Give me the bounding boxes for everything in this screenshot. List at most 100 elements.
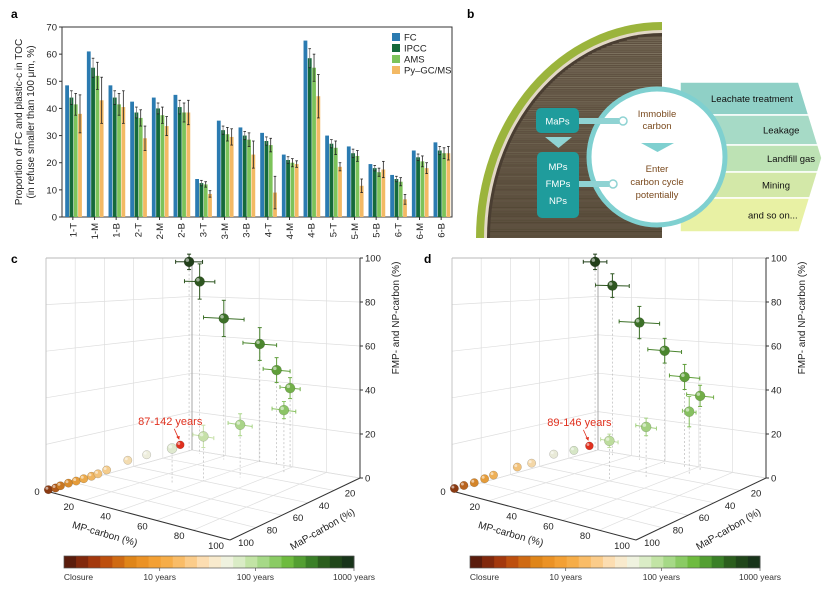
map-tick-label: 80 [267,526,278,537]
bar-pygcms-5-M [359,185,364,217]
data-point [549,449,559,459]
bar-ipcc-4-B [307,58,312,217]
grid-line [451,334,599,352]
data-point [683,406,695,417]
legend-label: Py–GC/MS [404,66,452,77]
bar-ams-3-M [225,134,230,217]
panel-label-a: a [11,7,18,21]
x-tick-label: 3-B [242,223,253,238]
z-tick-label: 100 [771,254,787,265]
grid-line [191,296,361,303]
colorbar-segment [542,556,555,568]
data-point [694,390,706,402]
x-tick-label: 1-M [90,223,101,239]
point-highlight [57,482,61,486]
bar-ams-6-T [398,181,403,217]
bar-ipcc-1-M [91,67,95,217]
mp-tick-label: 20 [64,502,75,513]
data-point [284,382,296,394]
colorbar-label: 10 years [549,572,582,582]
colorbar-segment [590,556,604,568]
z-tick-label: 0 [365,474,370,485]
point-highlight [586,443,590,446]
highlighted-data-point [585,441,594,451]
colorbar-segment [64,556,77,568]
colorbar-segment [699,556,713,568]
grid-line [510,474,689,516]
point-highlight [451,485,455,489]
bar-ams-2-T [138,117,143,217]
bar-fc-5-M [346,146,351,217]
colorbar-segment [172,556,186,568]
enter-label-3: potentially [636,190,679,201]
point-highlight [280,406,284,411]
grid-line [45,372,193,399]
y-tick-label: 20 [46,158,57,169]
x-tick-label: 4-B [307,223,318,238]
colorbar-segment [554,556,568,568]
bar-pygcms-3-M [229,136,234,217]
mp-tick-label: 100 [614,541,630,552]
data-point [254,338,266,350]
bar-fc-6-B [433,142,438,217]
grid-line [488,455,632,502]
point-highlight [591,258,596,262]
mp-axis-label: MP-carbon (%) [477,520,545,549]
bar-ams-2-M [160,115,165,217]
grid-line [568,457,741,491]
point-highlight [460,482,464,486]
z-axis-label: FMP- and NP-carbon (%) [391,262,402,375]
legend-label: FC [404,33,417,44]
bar-ipcc-3-M [221,130,225,217]
colorbar-segment [627,556,640,568]
mp-tick-label: 60 [137,521,148,532]
x-tick-label: 4-M [285,223,296,239]
grid-line [45,296,193,305]
z-tick-label: 20 [365,430,376,441]
diagram-b: Leachate treatment Leakage Landfill gas Min… [476,22,823,238]
bar-fc-3-M [216,120,221,217]
colorbar-frame [63,555,355,569]
annotation-label: 89-146 years [547,417,612,429]
pathway-label: Mining [762,181,790,192]
grid-line [562,466,699,521]
mps-connector [579,181,609,187]
bar-ams-5-B [377,172,381,217]
x-tick-label: 6-M [415,223,426,239]
bar-ipcc-6-B [437,150,442,217]
colorbar-label: 100 years [643,572,680,582]
point-highlight [490,472,494,476]
mps-label: MPs [549,162,568,173]
bar-pygcms-3-B [251,154,256,217]
pathway-label: and so on... [748,211,798,222]
bar-pygcms-2-T [143,138,147,217]
point-highlight [642,423,647,427]
data-point [527,458,537,468]
data-point [679,371,690,383]
bar-ams-6-M [420,161,425,217]
mp-tick-label: 80 [580,531,591,542]
mp-axis [45,490,231,541]
bar-fc-1-B [108,85,113,217]
point-highlight [177,442,181,445]
x-tick-label: 1-B [112,223,123,238]
z-tick-label: 20 [771,430,782,441]
x-tick-label: 6-T [393,223,404,237]
bar-pygcms-5-B [381,169,386,217]
colorbar-segment [747,556,761,568]
data-point [640,421,652,433]
data-point [123,455,133,465]
mp-tick-label: 0 [34,487,39,498]
bar-ipcc-3-T [199,183,204,217]
point-highlight [196,278,200,282]
bar-pygcms-5-T [338,166,342,217]
grid-line [539,466,715,504]
data-point [194,276,205,287]
map-axis [229,477,361,541]
panel-label-d: d [424,252,431,266]
point-highlight [528,460,532,464]
point-highlight [199,432,204,437]
point-highlight [168,444,173,449]
x-tick-label: 2-B [177,223,188,238]
data-point [183,256,195,268]
